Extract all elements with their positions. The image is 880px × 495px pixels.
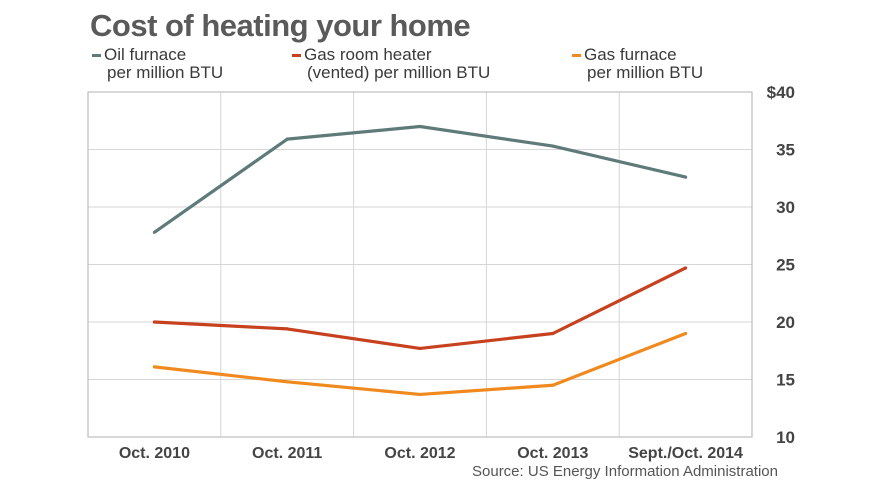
- x-tick-label: Oct. 2010: [119, 445, 190, 462]
- legend-label-line2: per million BTU: [587, 63, 704, 82]
- x-tick-label: Oct. 2011: [252, 445, 322, 462]
- series-line-2: [154, 332, 687, 397]
- data-point: [418, 124, 422, 129]
- series-line-0: [153, 124, 686, 234]
- x-tick-label: Oct. 2013: [517, 445, 588, 462]
- source-note: Source: US Energy Information Administra…: [472, 463, 778, 480]
- plot-border: [87, 91, 753, 438]
- legend-oil-furnace: Oil furnace per million BTU: [92, 46, 223, 82]
- data-point: [418, 346, 422, 351]
- legend-label-line2: per million BTU: [107, 63, 224, 82]
- x-tick-label: Sept./Oct. 2014: [628, 445, 743, 462]
- legend-label: Gas furnace: [584, 45, 677, 64]
- data-point: [551, 144, 555, 148]
- legend-label-line2: (vented) per million BTU: [307, 63, 491, 82]
- y-tick-label: 20: [776, 313, 795, 332]
- data-point: [684, 175, 688, 179]
- y-tick-label: 25: [776, 256, 795, 275]
- legend-swatch: [572, 54, 581, 58]
- x-tick-label: Oct. 2012: [384, 445, 455, 462]
- chart-title: Cost of heating your home: [90, 8, 471, 43]
- data-point: [285, 380, 289, 384]
- legend-gas-furnace: Gas furnace per million BTU: [572, 46, 703, 82]
- legend-gas-room-heater: Gas room heater (vented) per million BTU: [292, 46, 490, 82]
- data-point: [551, 331, 555, 336]
- data-point: [152, 230, 156, 234]
- data-point: [285, 327, 289, 331]
- y-tick-label: 35: [776, 141, 795, 160]
- data-point: [152, 320, 156, 324]
- legend-label: Gas room heater: [304, 45, 432, 64]
- data-point: [152, 365, 156, 369]
- data-point: [684, 266, 688, 270]
- y-tick-label: 15: [776, 371, 795, 390]
- y-tick-label: 30: [776, 198, 795, 217]
- data-point: [684, 331, 688, 336]
- data-point: [551, 383, 555, 387]
- data-point: [418, 392, 422, 397]
- series-line-1: [154, 266, 687, 351]
- y-tick-label: 10: [776, 428, 795, 447]
- legend-label: Oil furnace: [104, 45, 187, 64]
- data-point: [285, 137, 289, 141]
- y-tick-label: $40: [767, 83, 795, 102]
- legend-swatch: [92, 54, 101, 58]
- legend-swatch: [292, 54, 301, 58]
